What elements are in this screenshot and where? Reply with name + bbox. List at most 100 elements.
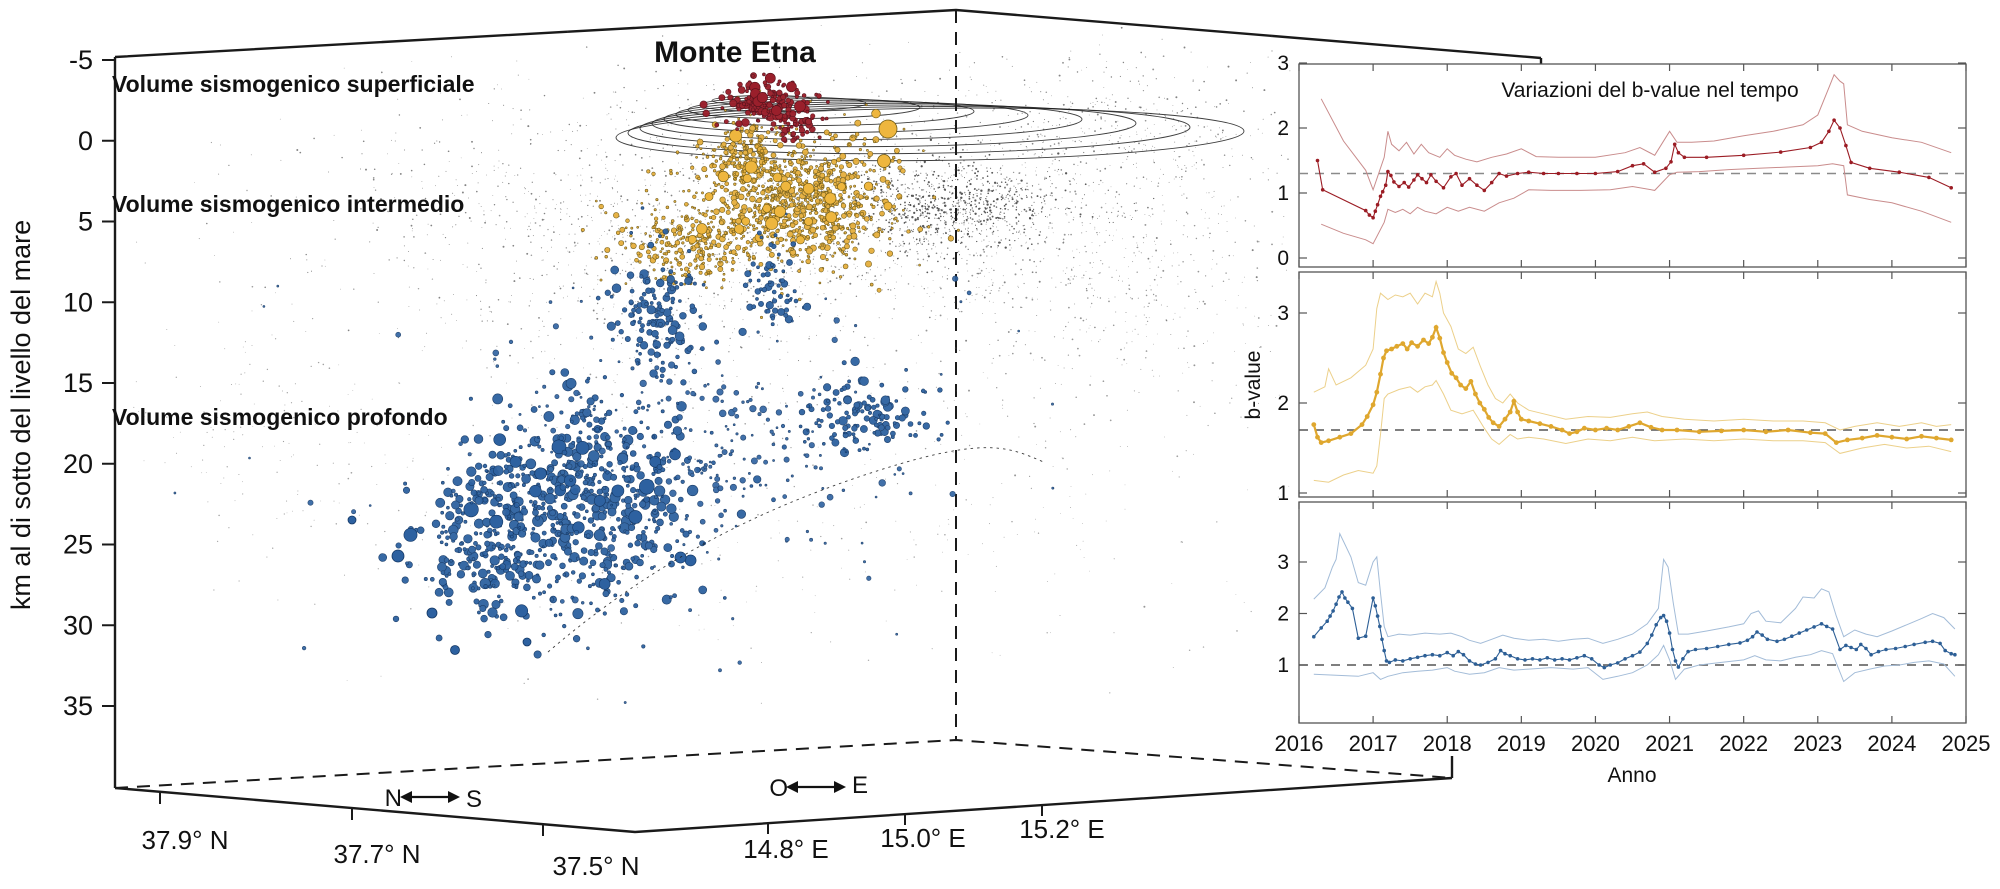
bvalue-point (1507, 409, 1513, 415)
inset-ylabel: b-value (1242, 351, 1265, 420)
bvalue-point (1741, 153, 1746, 158)
bvalue-point (1537, 421, 1543, 427)
bvalue-point (1867, 166, 1872, 171)
bvalue-point (1503, 651, 1507, 656)
bvalue-point (1496, 424, 1502, 429)
bvalue-point (1658, 615, 1663, 620)
bvalue-point (1608, 663, 1613, 667)
depth-tick-label: 15 (63, 368, 93, 398)
box-top-edge (114, 8, 1542, 60)
bvalue-point (1904, 436, 1910, 442)
bvalue-point (1486, 660, 1490, 665)
bvalue-point (1393, 658, 1398, 662)
bvalue-point (1523, 658, 1527, 662)
box-3d-edges (113, 8, 1543, 834)
bvalue-point (1727, 642, 1731, 647)
bvalue-point (1874, 433, 1880, 438)
bvalue-point (1444, 360, 1450, 365)
etna-topography-contours (615, 95, 1245, 162)
volume-label-superficiale: Volume sismogenico superficiale (112, 71, 475, 97)
bvalue-tick-label: 1 (1277, 654, 1289, 677)
bvalue-point (1387, 660, 1392, 665)
bvalue-point (1741, 427, 1747, 433)
bvalue-point (1437, 335, 1443, 341)
bvalue-point (1876, 649, 1881, 654)
bvalue-point (1312, 634, 1316, 639)
bvalue-point (1630, 163, 1635, 168)
bvalue-point (1953, 652, 1957, 657)
bvalue-point (1504, 174, 1509, 178)
contour-ring (675, 99, 975, 127)
bvalue-point (1869, 652, 1873, 657)
bvalue-point (1493, 657, 1498, 661)
year-tick-label: 2024 (1867, 731, 1916, 756)
bvalue-point (1515, 171, 1520, 176)
bvalue-point (1659, 427, 1665, 433)
bvalue-point (1356, 636, 1361, 640)
bvalue-point (1384, 348, 1389, 354)
bvalue-point (1849, 160, 1853, 165)
bvalue-point (1482, 188, 1487, 193)
bvalue-point (1456, 649, 1461, 654)
bvalue-point (1498, 648, 1503, 653)
bvalue-point (1449, 370, 1455, 376)
depth-tick-label: 30 (63, 610, 93, 640)
bvalue-point (1775, 639, 1779, 644)
bvalue-point (1556, 171, 1561, 176)
contour-ring (615, 107, 1245, 162)
bvalue-point (1380, 637, 1384, 642)
bvalue-point (1948, 437, 1954, 443)
bvalue-point (1473, 662, 1478, 666)
volume-label-profondo: Volume sismogenico profondo (112, 404, 448, 430)
bvalue-point (1696, 429, 1702, 435)
bvalue-point (1370, 402, 1376, 408)
bvalue-tick-label: 1 (1277, 182, 1289, 205)
bvalue-point (1930, 639, 1935, 644)
south-label: S (466, 786, 482, 813)
large-event-point (878, 119, 898, 139)
bvalue-point (1893, 646, 1898, 651)
bvalue-point (1451, 653, 1455, 658)
bvalue-point (1515, 409, 1520, 415)
bvalue-point (1782, 637, 1787, 642)
bvalue-point (1676, 150, 1681, 155)
bvalue-point (1738, 641, 1742, 645)
bvalue-point (1833, 440, 1839, 445)
contour-ring (639, 104, 1137, 148)
bvalue-point (1538, 658, 1542, 662)
dotted-interface-arc (547, 447, 1047, 653)
bvalue-point (1430, 652, 1435, 657)
bvalue-point (1320, 188, 1325, 192)
depth-tick-label: 25 (63, 530, 93, 560)
bvalue-point (1859, 642, 1863, 647)
bvalue-point (1824, 624, 1829, 629)
cluster-gold-tail (580, 188, 775, 290)
bvalue-point (1408, 657, 1412, 661)
bvalue-point (1897, 170, 1902, 174)
bvalue-point (1375, 614, 1380, 618)
bvalue-point (1912, 642, 1916, 647)
bvalue-point (1630, 653, 1635, 658)
bvalue-point (1864, 646, 1868, 651)
bvalue-point (1673, 659, 1678, 663)
cluster-background-east-lobe (785, 108, 1155, 280)
bvalue-point (1664, 166, 1668, 171)
bvalue-point (1454, 171, 1458, 176)
bvalue-point (1389, 346, 1394, 352)
cluster-blue-core-large (403, 433, 697, 618)
bvalue-point (1567, 658, 1572, 662)
bvalue-point (1626, 424, 1632, 429)
bvalue-point (1404, 346, 1410, 352)
bvalue-tick-label: 2 (1277, 392, 1289, 415)
east-label: E (852, 772, 868, 799)
upper-bound-line (1313, 532, 1956, 644)
bvalue-point (1318, 440, 1324, 445)
bvalue-point (1849, 645, 1853, 650)
bvalue-point (1552, 658, 1557, 662)
bvalue-point (1384, 659, 1389, 663)
bvalue-point (1652, 170, 1657, 174)
bvalue-point (1582, 653, 1587, 658)
bvalue-point (1458, 382, 1463, 388)
latitude-tick-label: 37.5° N (552, 851, 639, 881)
contour-ring (627, 106, 1191, 155)
